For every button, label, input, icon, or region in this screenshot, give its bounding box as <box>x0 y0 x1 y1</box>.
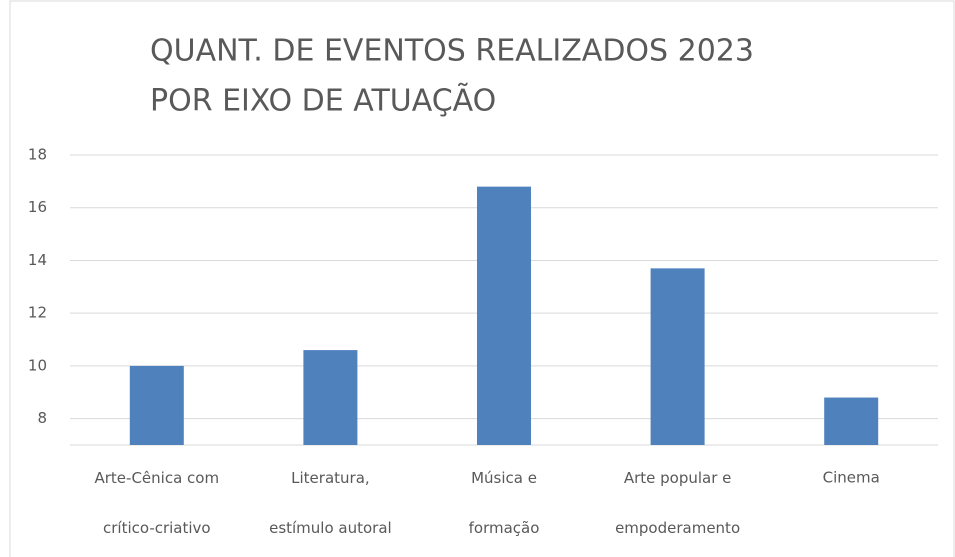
chart-title: POR EIXO DE ATUAÇÃO <box>150 83 496 119</box>
bar <box>824 397 879 445</box>
y-tick-label: 10 <box>28 356 47 374</box>
y-tick-label: 14 <box>28 251 47 269</box>
y-tick-label: 8 <box>37 409 47 427</box>
y-tick-label: 12 <box>28 304 47 322</box>
y-tick-label: 18 <box>28 146 47 164</box>
bar <box>477 186 531 446</box>
x-tick-label: Arte popular e empoderamento <box>615 469 740 537</box>
x-tick-label: Música e formação <box>469 469 540 537</box>
bar <box>650 268 705 445</box>
bar <box>303 350 358 445</box>
x-tick-label: Cinema <box>823 469 880 487</box>
bar <box>129 365 184 445</box>
y-tick-label: 16 <box>28 198 47 216</box>
chart-title: QUANT. DE EVENTOS REALIZADOS 2023 <box>150 34 754 69</box>
x-tick-label: Arte-Cênica com crítico-criativo <box>95 469 220 537</box>
x-tick-label: Literatura, estímulo autoral <box>269 469 392 537</box>
